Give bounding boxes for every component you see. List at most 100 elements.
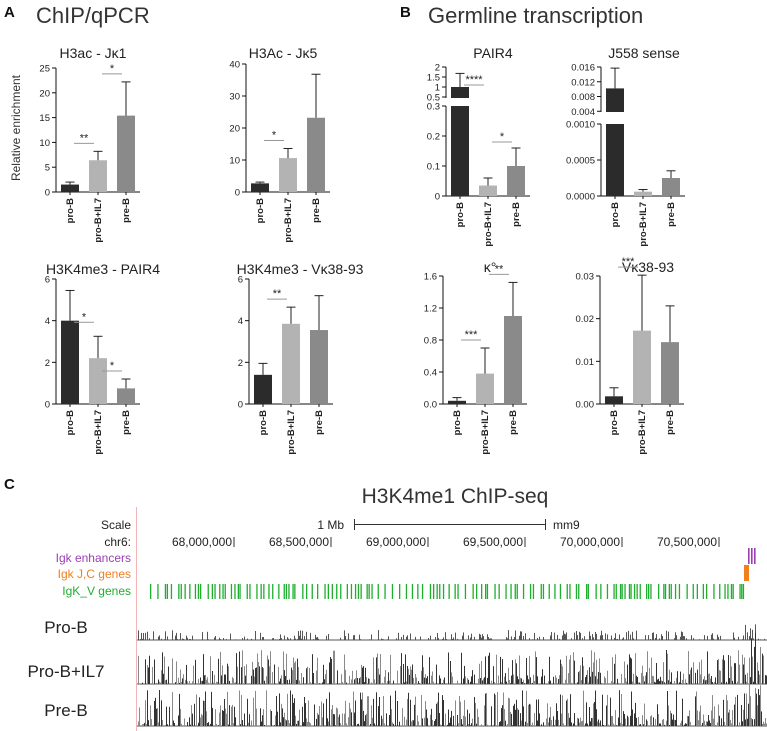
signal-bar [191, 705, 192, 726]
bar [504, 316, 522, 404]
signal-bar [439, 675, 440, 684]
signal-bar [211, 691, 212, 726]
v-gene-mark [648, 584, 650, 599]
signal-bar [514, 703, 515, 726]
signal-bar [201, 681, 202, 684]
signal-bar [146, 723, 147, 726]
signal-bar [563, 630, 564, 640]
signal-bar [657, 679, 658, 684]
signal-bar [158, 722, 159, 726]
signal-bar [216, 723, 217, 726]
signal-bar [684, 636, 685, 640]
signal-bar [589, 707, 590, 726]
signal-bar [330, 657, 331, 684]
signal-bar [718, 636, 719, 640]
v-gene-mark [391, 584, 394, 599]
signal-bar [293, 702, 294, 726]
v-gene-mark [164, 584, 167, 599]
signal-bar [724, 660, 725, 684]
panel-a-title: ChIP/qPCR [36, 3, 150, 28]
signal-bar [175, 635, 176, 640]
signal-bar [524, 683, 525, 684]
bar [507, 166, 525, 196]
signal-bar [205, 691, 206, 726]
signal-bar [485, 656, 486, 684]
signal-bar [187, 681, 188, 684]
signal-bar [378, 630, 379, 640]
signal-bar [448, 652, 449, 684]
signal-bar [551, 632, 552, 640]
bar [605, 396, 623, 404]
signal-bar [463, 715, 464, 726]
signal-bar [600, 635, 601, 640]
signal-bar [298, 631, 299, 640]
signal-bar [157, 708, 158, 726]
signal-bar [440, 678, 441, 684]
signal-bar [348, 717, 349, 726]
signal-bar [666, 630, 667, 640]
signal-bar [323, 664, 324, 684]
signal-bar [186, 664, 187, 684]
x-tick-label: pro-B+IL7 [93, 410, 104, 455]
signal-bar [745, 674, 746, 684]
signal-bar [528, 679, 529, 684]
signal-bar [274, 725, 275, 726]
v-gene-mark [448, 584, 450, 599]
signal-bar [719, 670, 720, 684]
signal-bar [669, 725, 670, 726]
signal-bar [275, 639, 276, 640]
signal-bar [297, 720, 298, 726]
signal-bar [594, 701, 595, 726]
signal-bar [277, 639, 278, 640]
signal-bar [625, 718, 626, 726]
signal-bar [505, 673, 506, 684]
y-tick-label: 0.5 [427, 93, 440, 104]
signal-bar [624, 661, 625, 684]
signal-bar [351, 712, 352, 726]
signal-bar [233, 678, 234, 684]
y-tick-label: 0.03 [576, 272, 595, 283]
signal-bar [144, 722, 145, 726]
v-gene-mark [559, 584, 562, 599]
signal-bar [247, 638, 248, 640]
signal-bar [579, 670, 580, 684]
signal-bar [512, 660, 513, 684]
signal-bar [628, 630, 629, 640]
panel-a-letter: A [4, 4, 15, 21]
signal-bar [370, 724, 371, 726]
signal-bar [385, 670, 386, 684]
signal-bar [533, 674, 534, 684]
bar [448, 400, 466, 404]
signal-bar [256, 667, 257, 684]
signal-bar [143, 633, 144, 640]
x-tick-label: pro-B [452, 410, 463, 435]
v-gene-mark [485, 584, 487, 599]
signal-bar [547, 683, 548, 684]
signal-bar [333, 714, 334, 726]
signal-bar [590, 635, 591, 640]
bar [89, 160, 107, 192]
signal-bar [650, 716, 651, 726]
v-gene-mark [615, 584, 617, 599]
v-gene-mark [350, 584, 353, 599]
signal-bar [504, 709, 505, 726]
signal-bar [450, 717, 451, 726]
bar [117, 388, 135, 404]
signal-bar [686, 682, 687, 684]
signal-bar [590, 676, 591, 684]
signal-bar [278, 666, 279, 684]
signal-bar [184, 639, 185, 640]
signal-bar [241, 695, 242, 726]
signal-bar [390, 654, 391, 684]
signal-bar [475, 702, 476, 726]
y-tick-label: 0 [238, 400, 243, 411]
signal-bar [279, 681, 280, 684]
signal-bar [336, 707, 337, 726]
signal-bar [658, 714, 659, 726]
signal-bar [611, 715, 612, 726]
signal-bar [566, 655, 567, 684]
signal-bar [378, 706, 379, 726]
signal-bar [344, 713, 345, 726]
signal-bar [749, 673, 750, 726]
signal-bar [178, 715, 179, 726]
